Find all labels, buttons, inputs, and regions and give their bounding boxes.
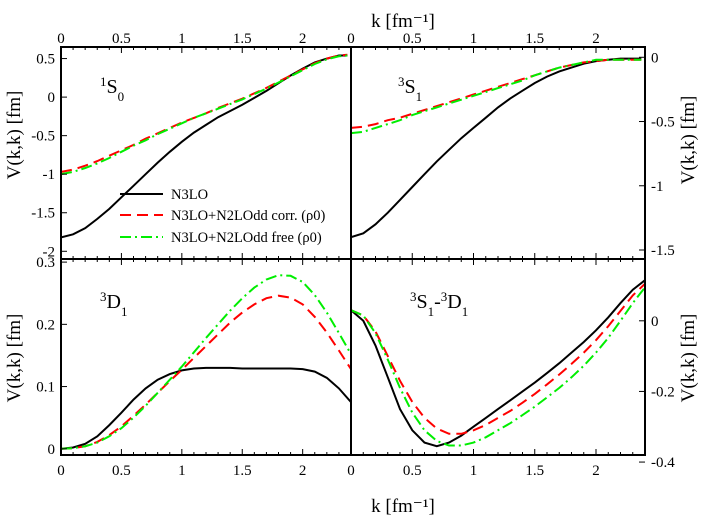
panel-3s1: -1.5 -1 -0.5 0 3S1 — [350, 47, 675, 259]
panel-label-1s0: 1S0 — [100, 74, 124, 104]
panel-label-part: S — [405, 76, 416, 98]
panel-label-part: 3 — [441, 289, 448, 304]
y-tick-label-1s0: 0 — [48, 90, 56, 106]
panel-label-part: S — [417, 291, 428, 313]
y-tick-label-1s0: 0.5 — [36, 52, 55, 68]
panel-label-part: 3 — [100, 289, 107, 304]
panel-label-part: D — [447, 291, 461, 313]
series-line-n3lo-3d1 — [61, 366, 351, 450]
x-tick-label-top-right: 1 — [470, 31, 478, 47]
x-tick-label-bottom-right: 0 — [347, 463, 355, 479]
right-top-y-axis-label: V(k,k) [fm] — [678, 96, 699, 185]
y-tick-label-3s1-3d1: 0 — [651, 314, 659, 330]
panel-label-part: 3 — [398, 74, 405, 89]
x-tick-label-bottom-right: 1 — [470, 463, 478, 479]
y-tick-label-3d1: 0.2 — [36, 317, 55, 333]
series-line-n3lo-3s1-3d1 — [351, 279, 645, 448]
x-tick-label-top-left: 2 — [299, 31, 307, 47]
y-tick-label-3s1: -0.5 — [651, 115, 675, 131]
legend: N3LO N3LO+N2LOdd corr. (ρ0) N3LO+N2LOdd … — [120, 187, 326, 246]
x-tick-label-bottom-left: 0.5 — [112, 463, 131, 479]
y-tick-label-3s1: -1 — [651, 179, 664, 195]
x-tick-label-top-left: 1.5 — [233, 31, 252, 47]
y-tick-label-3s1-3d1: -0.4 — [651, 455, 675, 471]
panel-label-part: 1 — [416, 89, 423, 104]
x-tick-label-top-right: 1.5 — [525, 31, 544, 47]
bottom-x-axis-label: k [fm⁻¹] — [371, 496, 435, 517]
x-tick-label-bottom-right: 0.5 — [403, 463, 422, 479]
series-line-n3lo-3s1 — [351, 57, 642, 239]
x-tick-label-bottom-right: 2 — [592, 463, 600, 479]
series-line-free-1s0 — [61, 54, 348, 176]
series-line-corr-3s1 — [351, 58, 642, 129]
x-tick-label-top-right: 0.5 — [403, 31, 422, 47]
panel-label-part: 1 — [462, 304, 469, 319]
plot-frame — [60, 46, 646, 456]
panel-label-part: D — [107, 291, 121, 313]
legend-label-free: N3LO+N2LOdd free (ρ0) — [171, 230, 322, 246]
x-tick-label-bottom-left: 1.5 — [233, 463, 252, 479]
x-tick-label-bottom-right: 1.5 — [525, 463, 544, 479]
panel-3d1: 0 0.1 0.2 0.3 3D1 — [36, 255, 352, 458]
y-tick-label-3s1: -1.5 — [651, 243, 675, 259]
y-tick-label-1s0: -1 — [43, 167, 56, 183]
x-tick-label-top-right: 0 — [347, 31, 355, 47]
x-tick-label-bottom-left: 0 — [57, 463, 65, 479]
y-tick-label-3s1: 0 — [651, 50, 659, 66]
series-line-free-3s1 — [351, 58, 642, 135]
panel-label-3s1: 3S1 — [398, 74, 422, 104]
series-line-free-3d1 — [61, 274, 351, 450]
legend-label-corr: N3LO+N2LOdd corr. (ρ0) — [171, 208, 326, 224]
left-bottom-y-axis-label: V(k,k) [fm] — [4, 314, 25, 403]
left-top-y-axis-label: V(k,k) [fm] — [4, 91, 25, 180]
x-tick-label-bottom-left: 2 — [299, 463, 307, 479]
series-line-corr-3s1-3d1 — [351, 282, 645, 435]
y-tick-label-3d1: 0 — [48, 442, 56, 458]
panel-label-part: 3 — [410, 289, 417, 304]
panel-label-part: 1 — [121, 304, 128, 319]
y-tick-label-3d1: 0.3 — [36, 255, 55, 271]
series-line-corr-3d1 — [61, 294, 351, 450]
y-tick-label-1s0: -1.5 — [31, 206, 55, 222]
x-tick-label-top-right: 2 — [592, 31, 600, 47]
legend-label-n3lo: N3LO — [171, 187, 208, 203]
x-tick-label-bottom-left: 1 — [178, 463, 186, 479]
y-tick-label-1s0: -2 — [43, 244, 56, 260]
y-tick-label-3d1: 0.1 — [36, 380, 55, 396]
panel-label-part: 0 — [118, 89, 125, 104]
x-tick-label-top-left: 0.5 — [112, 31, 131, 47]
plot-layer: -2-1.5-1-0.500.51S0-1.5-1-0.503S100.10.2… — [31, 31, 675, 479]
y-tick-label-1s0: -0.5 — [31, 129, 55, 145]
x-tick-label-top-left: 0 — [57, 31, 65, 47]
panel-label-part: - — [434, 291, 441, 313]
panel-label-part: 1 — [428, 304, 435, 319]
x-tick-label-top-left: 1 — [178, 31, 186, 47]
right-bottom-y-axis-label: V(k,k) [fm] — [678, 314, 699, 403]
y-tick-label-3s1-3d1: -0.2 — [651, 384, 675, 400]
top-x-axis-label: k [fm⁻¹] — [371, 11, 435, 32]
panel-label-part: S — [107, 76, 118, 98]
panel-label-part: 1 — [100, 74, 107, 89]
panel-label-3s1-3d1: 3S1-3D1 — [410, 289, 468, 319]
panel-label-3d1: 3D1 — [100, 289, 127, 319]
series-line-free-3s1-3d1 — [351, 286, 645, 447]
